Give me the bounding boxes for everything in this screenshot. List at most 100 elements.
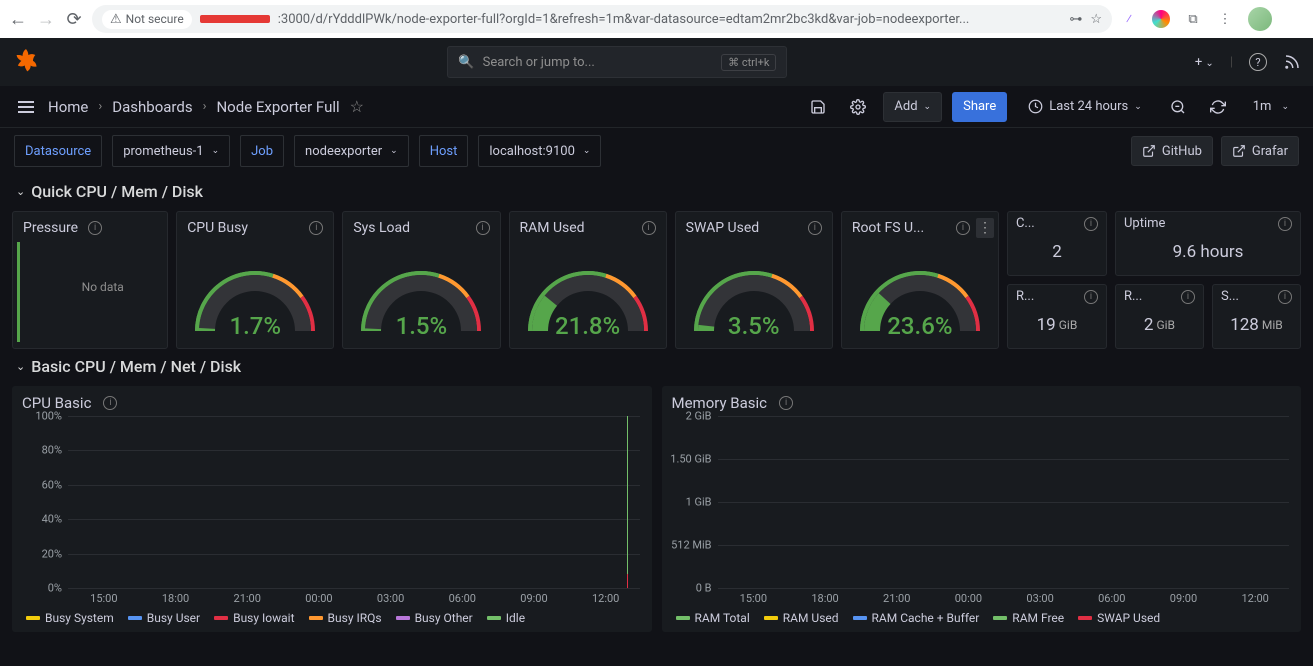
key-icon: ⊶ (1069, 12, 1082, 27)
panel-title: R... (1124, 289, 1142, 304)
legend-item[interactable]: RAM Cache + Buffer (853, 611, 980, 625)
y-label: 1 GiB (686, 496, 718, 509)
security-badge[interactable]: ⚠ Not secure (102, 10, 192, 29)
favorite-star[interactable]: ☆ (350, 97, 364, 116)
crumb-title[interactable]: Node Exporter Full (216, 98, 339, 116)
menu-toggle[interactable] (14, 97, 38, 117)
security-text: Not secure (126, 12, 184, 26)
info-icon[interactable]: i (808, 221, 822, 235)
x-label: 03:00 (1026, 592, 1053, 605)
panel-memory-basic[interactable]: Memory Basici 2 GiB1.50 GiB1 GiB512 MiB0… (662, 386, 1302, 632)
info-icon[interactable]: i (476, 221, 490, 235)
zoom-out-icon[interactable] (1163, 92, 1193, 122)
crumb-sep: › (98, 99, 102, 114)
info-icon[interactable]: i (1084, 217, 1098, 231)
grafana-logo[interactable] (12, 48, 40, 76)
var-job-select[interactable]: nodeexporter⌄ (294, 135, 409, 167)
refresh-interval[interactable]: 1m⌄ (1243, 92, 1299, 122)
legend-item[interactable]: Busy User (128, 611, 200, 625)
x-axis: 15:0018:0021:0000:0003:0006:0009:0012:00 (718, 588, 1292, 605)
help-icon[interactable]: ? (1249, 53, 1267, 71)
info-icon[interactable]: i (309, 221, 323, 235)
legend-item[interactable]: Busy Other (396, 611, 473, 625)
browser-toolbar: ← → ⟳ ⚠ Not secure :3000/d/rYdddlPWk/nod… (0, 0, 1313, 38)
legend-item[interactable]: Busy IRQs (309, 611, 382, 625)
extension-icon-1[interactable]: ⁄ (1120, 10, 1138, 28)
legend-item[interactable]: Idle (487, 611, 525, 625)
panel-ram-total[interactable]: R...i 19GiB (1007, 284, 1107, 349)
y-label: 0 B (696, 582, 718, 595)
x-label: 06:00 (449, 592, 476, 605)
chevron-down-icon: ⌄ (16, 185, 25, 198)
grafana-topbar: 🔍 Search or jump to... ⌘ ctrl+k + ⌄ | ? (0, 38, 1313, 86)
info-icon[interactable]: i (103, 396, 117, 410)
github-link[interactable]: GitHub (1131, 136, 1213, 166)
x-label: 21:00 (883, 592, 910, 605)
timerange-picker[interactable]: Last 24 hours ⌄ (1017, 92, 1153, 122)
panel-title: RAM Used (520, 220, 585, 236)
var-datasource-label: Datasource (14, 135, 102, 167)
redacted-host (200, 15, 270, 23)
news-icon[interactable] (1283, 53, 1301, 71)
star-icon[interactable]: ☆ (1090, 12, 1102, 27)
profile-avatar[interactable] (1248, 7, 1272, 31)
back-button[interactable]: ← (8, 9, 28, 29)
crumb-dashboards[interactable]: Dashboards (112, 98, 192, 116)
panel-sys-load[interactable]: Sys Loadi 1.5% (342, 211, 500, 349)
extension-icon-2[interactable] (1152, 10, 1170, 28)
extensions-button[interactable]: ⧉ (1184, 10, 1202, 28)
gauge-value: 23.6% (855, 312, 985, 340)
panel-swap-total[interactable]: S...i 128MiB (1212, 284, 1301, 349)
search-input[interactable]: 🔍 Search or jump to... ⌘ ctrl+k (447, 46, 787, 78)
panel-swap-used[interactable]: SWAP Usedi 3.5% (675, 211, 833, 349)
url-text: :3000/d/rYdddlPWk/node-exporter-full?org… (278, 12, 1062, 27)
info-icon[interactable]: i (1278, 217, 1292, 231)
var-datasource-select[interactable]: prometheus-1⌄ (112, 135, 230, 167)
panel-pressure[interactable]: Pressurei No data (12, 211, 168, 349)
panel-title: R... (1016, 289, 1034, 304)
legend-item[interactable]: RAM Used (764, 611, 839, 625)
cpu-plot: 100%80%60%40%20%0% (68, 416, 640, 588)
panel-root-fs[interactable]: ⋮ Root FS U...i 23.6% (841, 211, 999, 349)
row-basic-header[interactable]: ⌄ Basic CPU / Mem / Net / Disk (0, 349, 1313, 386)
add-panel-icon[interactable]: + ⌄ (1195, 55, 1214, 70)
row-quick-header[interactable]: ⌄ Quick CPU / Mem / Disk (0, 174, 1313, 211)
y-label: 100% (35, 410, 68, 423)
legend-item[interactable]: Busy Iowait (214, 611, 294, 625)
info-icon[interactable]: i (642, 221, 656, 235)
address-bar[interactable]: ⚠ Not secure :3000/d/rYdddlPWk/node-expo… (92, 5, 1112, 33)
settings-icon[interactable] (843, 92, 873, 122)
info-icon[interactable]: i (1084, 290, 1098, 304)
add-button[interactable]: Add⌄ (883, 92, 942, 122)
panel-ram-free[interactable]: R...i 2GiB (1115, 284, 1204, 349)
refresh-icon[interactable] (1203, 92, 1233, 122)
legend-item[interactable]: RAM Free (993, 611, 1064, 625)
panel-cpu-cores[interactable]: C...i 2 (1007, 211, 1107, 276)
info-icon[interactable]: i (956, 221, 970, 235)
panel-uptime[interactable]: Uptimei 9.6 hours (1115, 211, 1301, 276)
panel-cpu-busy[interactable]: CPU Busyi 1.7% (176, 211, 334, 349)
gauge-value: 21.8% (523, 312, 653, 340)
grafana-link[interactable]: Grafar (1221, 136, 1299, 166)
x-label: 03:00 (377, 592, 404, 605)
reload-button[interactable]: ⟳ (64, 9, 84, 29)
panel-menu[interactable]: ⋮ (976, 218, 994, 238)
info-icon[interactable]: i (779, 396, 793, 410)
crumb-home[interactable]: Home (48, 98, 88, 116)
info-icon[interactable]: i (1278, 290, 1292, 304)
y-label: 60% (42, 478, 68, 491)
legend-item[interactable]: SWAP Used (1078, 611, 1160, 625)
idle-line (627, 416, 628, 588)
save-dashboard-icon[interactable] (803, 92, 833, 122)
var-host-select[interactable]: localhost:9100⌄ (478, 135, 601, 167)
menu-button[interactable]: ⋮ (1216, 10, 1234, 28)
panel-ram-used[interactable]: RAM Used i 21.8% (509, 211, 667, 349)
panel-title: Pressure (23, 220, 78, 236)
info-icon[interactable]: i (88, 221, 102, 235)
forward-button[interactable]: → (36, 9, 56, 29)
share-button[interactable]: Share (952, 92, 1007, 122)
legend-item[interactable]: Busy System (26, 611, 114, 625)
panel-cpu-basic[interactable]: CPU Basici 100%80%60%40%20%0% 15:0018:00… (12, 386, 652, 632)
legend-item[interactable]: RAM Total (676, 611, 750, 625)
info-icon[interactable]: i (1181, 290, 1195, 304)
